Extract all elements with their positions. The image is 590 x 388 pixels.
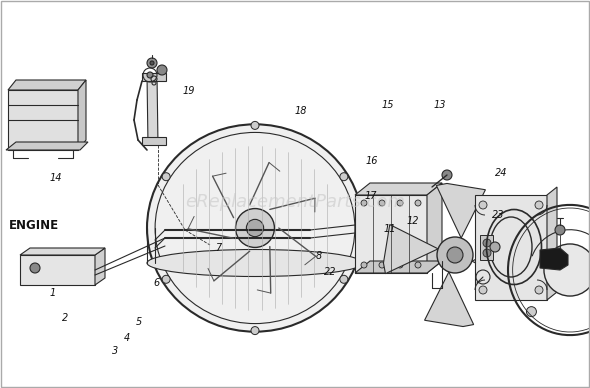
- Circle shape: [30, 263, 40, 273]
- Polygon shape: [355, 195, 427, 273]
- Polygon shape: [355, 183, 442, 195]
- Circle shape: [361, 200, 367, 206]
- Circle shape: [483, 249, 491, 257]
- Circle shape: [251, 121, 259, 130]
- Text: 1: 1: [50, 288, 56, 298]
- Text: 18: 18: [294, 106, 307, 116]
- Text: 11: 11: [383, 224, 396, 234]
- Circle shape: [415, 200, 421, 206]
- Polygon shape: [20, 248, 105, 255]
- Text: 23: 23: [492, 210, 505, 220]
- Text: 24: 24: [495, 168, 508, 178]
- Text: 17: 17: [364, 191, 377, 201]
- Circle shape: [535, 286, 543, 294]
- Polygon shape: [427, 183, 442, 273]
- Polygon shape: [8, 80, 86, 90]
- Polygon shape: [147, 75, 158, 145]
- Bar: [160, 225, 180, 243]
- Polygon shape: [384, 225, 438, 274]
- Circle shape: [235, 209, 274, 248]
- Text: 13: 13: [433, 100, 446, 110]
- Text: 12: 12: [407, 216, 419, 226]
- Circle shape: [150, 61, 154, 65]
- Circle shape: [479, 201, 487, 209]
- Circle shape: [379, 262, 385, 268]
- Polygon shape: [355, 261, 442, 273]
- Polygon shape: [472, 236, 526, 286]
- Polygon shape: [78, 80, 86, 150]
- Circle shape: [479, 286, 487, 294]
- Text: 15: 15: [382, 100, 395, 110]
- Text: 8: 8: [316, 251, 322, 261]
- Polygon shape: [142, 137, 166, 145]
- Text: 2: 2: [62, 313, 68, 323]
- Circle shape: [442, 170, 452, 180]
- Polygon shape: [6, 142, 88, 150]
- Text: 5: 5: [136, 317, 142, 327]
- Circle shape: [397, 262, 403, 268]
- Circle shape: [361, 262, 367, 268]
- Circle shape: [535, 201, 543, 209]
- Circle shape: [447, 247, 463, 263]
- Circle shape: [157, 65, 167, 75]
- Polygon shape: [547, 187, 557, 300]
- Circle shape: [555, 225, 565, 235]
- Text: 4: 4: [124, 333, 130, 343]
- Circle shape: [490, 242, 500, 252]
- Text: ENGINE: ENGINE: [9, 218, 59, 232]
- Polygon shape: [540, 248, 568, 270]
- Polygon shape: [480, 235, 493, 260]
- Text: 22: 22: [324, 267, 337, 277]
- Circle shape: [340, 173, 348, 181]
- Text: eReplacementParts.com: eReplacementParts.com: [185, 193, 405, 211]
- Circle shape: [147, 58, 157, 68]
- Circle shape: [483, 239, 491, 247]
- Text: 7: 7: [215, 243, 221, 253]
- Text: 14: 14: [50, 173, 63, 184]
- Polygon shape: [95, 248, 105, 285]
- Circle shape: [415, 262, 421, 268]
- Circle shape: [251, 327, 259, 334]
- Polygon shape: [437, 184, 486, 238]
- Circle shape: [437, 237, 473, 273]
- Polygon shape: [20, 255, 95, 285]
- Circle shape: [379, 200, 385, 206]
- Text: 3: 3: [112, 346, 118, 356]
- Polygon shape: [8, 90, 78, 150]
- Circle shape: [544, 244, 590, 296]
- Polygon shape: [142, 73, 166, 81]
- Circle shape: [526, 307, 536, 317]
- Text: 16: 16: [365, 156, 378, 166]
- Circle shape: [162, 173, 170, 181]
- Text: 19: 19: [182, 86, 195, 96]
- Text: 6: 6: [153, 278, 159, 288]
- Circle shape: [340, 275, 348, 283]
- Ellipse shape: [147, 249, 363, 277]
- Polygon shape: [475, 195, 547, 300]
- Circle shape: [247, 219, 264, 237]
- Circle shape: [147, 72, 153, 78]
- Circle shape: [397, 200, 403, 206]
- Polygon shape: [425, 272, 474, 327]
- Circle shape: [162, 275, 170, 283]
- Ellipse shape: [147, 124, 363, 332]
